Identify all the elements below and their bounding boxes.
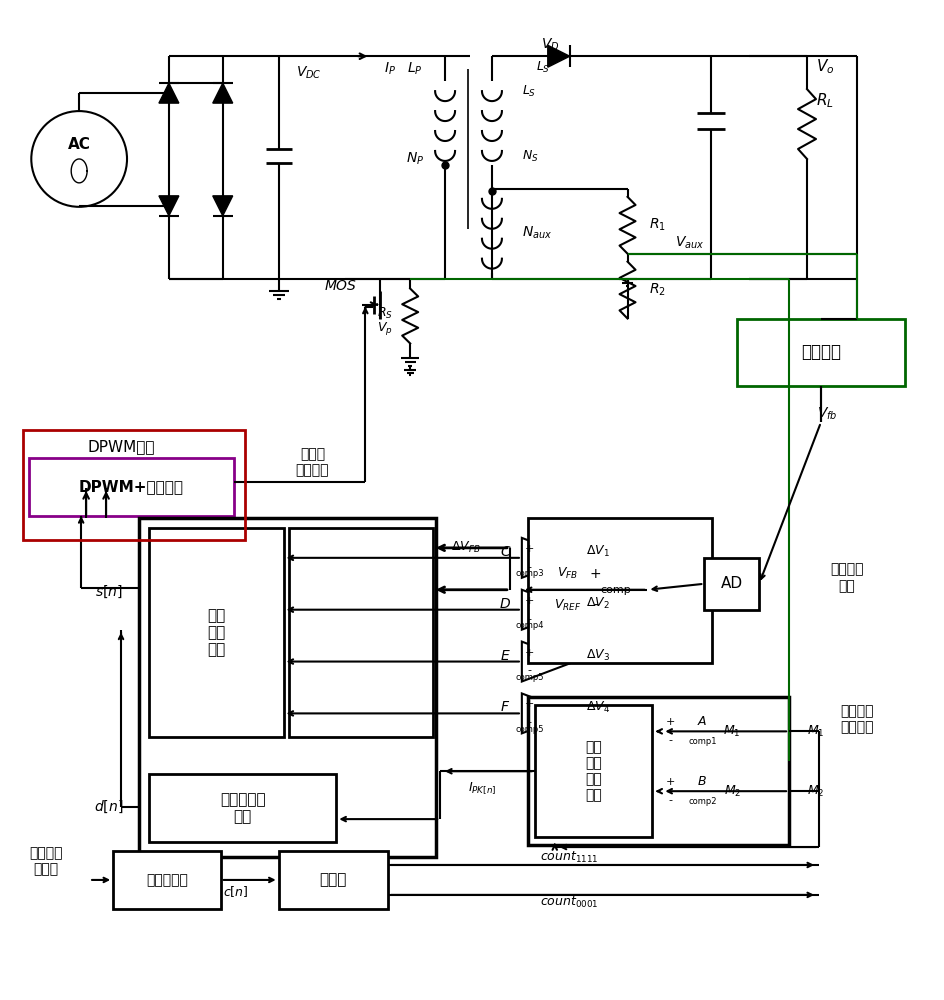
Text: 信号
产生
模块: 信号 产生 模块 bbox=[207, 608, 225, 658]
Text: 波形分析器: 波形分析器 bbox=[145, 873, 188, 887]
Text: $V_{DC}$: $V_{DC}$ bbox=[295, 65, 321, 81]
Text: 占空比计算
模块: 占空比计算 模块 bbox=[220, 792, 265, 824]
Bar bbox=[528, 518, 712, 663]
Text: AD: AD bbox=[720, 576, 742, 591]
Text: comp5: comp5 bbox=[515, 725, 544, 734]
Text: $R_S$: $R_S$ bbox=[377, 306, 393, 321]
Text: $V_D$: $V_D$ bbox=[540, 37, 559, 53]
Bar bbox=[703, 558, 758, 610]
Bar bbox=[736, 319, 903, 386]
Text: -: - bbox=[667, 795, 672, 805]
Text: $L_S$: $L_S$ bbox=[535, 60, 549, 75]
Text: E: E bbox=[500, 649, 509, 663]
Text: $N_P$: $N_P$ bbox=[406, 151, 424, 167]
Polygon shape bbox=[548, 45, 569, 67]
Text: comp: comp bbox=[599, 585, 631, 595]
Text: C: C bbox=[499, 545, 509, 559]
Bar bbox=[288, 528, 432, 737]
Text: 误差比较
模块: 误差比较 模块 bbox=[829, 563, 863, 593]
Text: comp1: comp1 bbox=[687, 737, 716, 746]
Text: F: F bbox=[500, 700, 509, 714]
Text: $L_P$: $L_P$ bbox=[407, 61, 423, 77]
Text: AC: AC bbox=[68, 137, 91, 152]
Polygon shape bbox=[159, 196, 178, 216]
Bar bbox=[534, 705, 651, 837]
Polygon shape bbox=[212, 196, 232, 216]
Text: D: D bbox=[499, 597, 510, 611]
Bar bbox=[149, 774, 336, 842]
Text: $N_{aux}$: $N_{aux}$ bbox=[521, 225, 551, 241]
Text: $\Delta V_{FB}$: $\Delta V_{FB}$ bbox=[450, 540, 480, 555]
Text: $V_p$: $V_p$ bbox=[377, 320, 393, 337]
Text: $R_L$: $R_L$ bbox=[816, 92, 833, 110]
Text: $s[n]$: $s[n]$ bbox=[95, 584, 123, 600]
Bar bbox=[29, 458, 233, 516]
Bar bbox=[113, 851, 221, 909]
Text: 跳周期
控制模块: 跳周期 控制模块 bbox=[295, 447, 329, 477]
Text: +: + bbox=[665, 717, 674, 727]
Bar bbox=[278, 851, 388, 909]
Text: $V_o$: $V_o$ bbox=[815, 57, 834, 76]
Text: $V_{fb}$: $V_{fb}$ bbox=[816, 406, 836, 422]
Text: comp5: comp5 bbox=[515, 673, 544, 682]
Text: $V_{REF}$: $V_{REF}$ bbox=[553, 598, 581, 613]
Text: 峰值电流
控制模块: 峰值电流 控制模块 bbox=[839, 704, 872, 734]
Text: $V_{FB}$: $V_{FB}$ bbox=[557, 566, 578, 581]
Text: $MOS$: $MOS$ bbox=[324, 279, 357, 293]
Text: -: - bbox=[528, 717, 531, 727]
Text: $M_2$: $M_2$ bbox=[806, 784, 823, 799]
Bar bbox=[528, 697, 788, 845]
Text: +: + bbox=[525, 699, 534, 709]
Text: comp2: comp2 bbox=[687, 797, 716, 806]
Text: $M_2$: $M_2$ bbox=[723, 784, 740, 799]
Text: -: - bbox=[528, 614, 531, 624]
Text: $d[n]$: $d[n]$ bbox=[94, 799, 124, 815]
Text: 跳周期计
数模块: 跳周期计 数模块 bbox=[29, 846, 63, 876]
Text: -: - bbox=[528, 562, 531, 572]
Text: +: + bbox=[525, 648, 534, 658]
Text: $M_1$: $M_1$ bbox=[806, 724, 824, 739]
Text: -: - bbox=[593, 599, 598, 613]
Text: DPWM模块: DPWM模块 bbox=[87, 440, 155, 455]
Text: $\Delta V_4$: $\Delta V_4$ bbox=[585, 700, 609, 715]
Text: $M_1$: $M_1$ bbox=[723, 724, 740, 739]
Text: A: A bbox=[698, 715, 706, 728]
Text: $L_S$: $L_S$ bbox=[521, 84, 535, 99]
Text: $I_P$: $I_P$ bbox=[384, 61, 396, 77]
Text: $V_{aux}$: $V_{aux}$ bbox=[674, 235, 703, 251]
Text: $\Delta V_2$: $\Delta V_2$ bbox=[585, 596, 609, 611]
Text: comp4: comp4 bbox=[515, 621, 544, 630]
Text: +: + bbox=[589, 567, 600, 581]
Text: 采样电路: 采样电路 bbox=[801, 343, 840, 361]
Text: +: + bbox=[525, 596, 534, 606]
Text: $N_S$: $N_S$ bbox=[521, 148, 538, 164]
Text: 加法器: 加法器 bbox=[319, 872, 346, 887]
Bar bbox=[24, 430, 244, 540]
Text: $R_2$: $R_2$ bbox=[649, 281, 666, 298]
Text: B: B bbox=[698, 775, 706, 788]
Polygon shape bbox=[159, 83, 178, 103]
Text: 峰值
电流
设定
模块: 峰值 电流 设定 模块 bbox=[584, 740, 601, 803]
Bar bbox=[149, 528, 283, 737]
Text: +: + bbox=[665, 777, 674, 787]
Text: DPWM+驱动电路: DPWM+驱动电路 bbox=[79, 480, 184, 495]
Text: comp3: comp3 bbox=[515, 569, 544, 578]
Text: $\Delta V_1$: $\Delta V_1$ bbox=[585, 544, 609, 559]
Text: -: - bbox=[528, 666, 531, 676]
Text: $\Delta V_3$: $\Delta V_3$ bbox=[585, 648, 609, 663]
Text: $c[n]$: $c[n]$ bbox=[223, 884, 248, 899]
Text: -: - bbox=[667, 735, 672, 745]
Text: +: + bbox=[525, 544, 534, 554]
Text: $count_{1111}$: $count_{1111}$ bbox=[539, 849, 598, 865]
Polygon shape bbox=[212, 83, 232, 103]
Text: $count_{0001}$: $count_{0001}$ bbox=[539, 895, 598, 910]
Text: $I_{PK[n]}$: $I_{PK[n]}$ bbox=[467, 781, 496, 797]
Text: $R_1$: $R_1$ bbox=[649, 217, 666, 233]
Bar bbox=[139, 518, 435, 857]
